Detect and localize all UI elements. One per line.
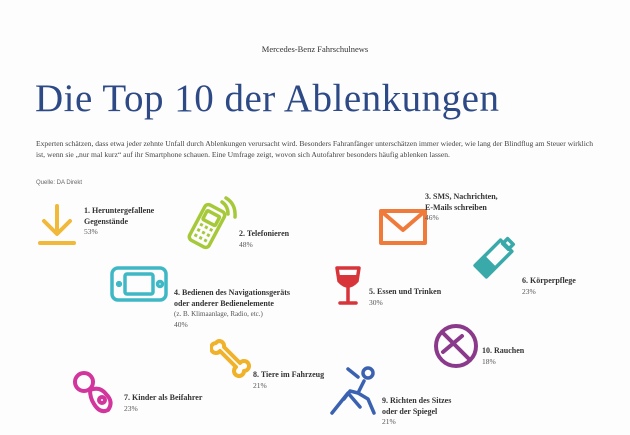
item-label: 7. Kinder als Beifahrer	[124, 393, 203, 402]
wine-glass-icon	[335, 266, 361, 305]
list-item: 6. Körperpflege 23%	[522, 276, 576, 297]
item-label: Gegenstände	[84, 216, 128, 226]
list-item: 3. SMS, Nachrichten, E-Mails schreiben 4…	[425, 192, 498, 224]
item-percent: 18%	[482, 356, 496, 366]
item-label: 9. Richten des Sitzes	[382, 396, 452, 405]
page-title: Die Top 10 der Ablenkungen	[35, 77, 500, 120]
item-label: 1. Heruntergefallene	[84, 206, 155, 215]
item-label: E-Mails schreiben	[425, 202, 487, 212]
item-label: 6. Körperpflege	[522, 276, 576, 285]
item-label: oder der Spiegel	[382, 406, 438, 416]
item-percent: 21%	[253, 380, 267, 390]
envelope-icon	[379, 209, 427, 245]
tube-icon	[473, 236, 516, 279]
item-label: 3. SMS, Nachrichten,	[425, 192, 498, 201]
item-label: 2. Telefonieren	[239, 229, 290, 238]
arrow-down-icon	[38, 204, 76, 245]
item-label: oder anderer Bedienelemente	[174, 298, 274, 308]
mobile-phone-icon	[187, 196, 237, 250]
item-percent: 53%	[84, 227, 98, 236]
item-percent: 23%	[522, 286, 536, 296]
item-percent: 46%	[425, 213, 439, 222]
bone-icon	[210, 339, 251, 378]
no-smoking-icon	[434, 324, 478, 368]
item-percent: 40%	[174, 319, 188, 329]
list-item: 1. Heruntergefallene Gegenstände 53%	[84, 206, 154, 238]
item-label: 10. Rauchen	[482, 346, 525, 355]
item-label: 4. Bedienen des Navigationsgeräts	[174, 288, 290, 297]
item-percent: 48%	[239, 239, 253, 249]
list-item: 8. Tiere im Fahrzeug 21%	[253, 370, 324, 391]
item-label: 8. Tiere im Fahrzeug	[253, 370, 325, 379]
item-percent: 21%	[382, 417, 396, 426]
item-note: (z. B. Klimaanlage, Radio, etc.)	[174, 310, 263, 318]
list-item: 7. Kinder als Beifahrer 23%	[124, 393, 202, 414]
item-percent: 23%	[124, 403, 138, 413]
intro-text: Experten schätzen, dass etwa jeder zehnt…	[36, 139, 594, 159]
item-percent: 30%	[369, 297, 383, 307]
kicker: Mercedes-Benz Fahrschulnews	[261, 44, 369, 54]
list-item: 2. Telefonieren 48%	[239, 229, 289, 250]
source-note: Quelle: DA Direkt	[36, 180, 83, 186]
list-item: 9. Richten des Sitzes oder der Spiegel 2…	[382, 396, 451, 428]
list-item: 10. Rauchen 18%	[482, 346, 524, 367]
item-label: 5. Essen und Trinken	[369, 287, 442, 296]
list-item: 5. Essen und Trinken 30%	[369, 287, 441, 308]
list-item: 4. Bedienen des Navigationsgeräts oder a…	[174, 288, 290, 330]
seat-adjust-icon	[330, 366, 376, 415]
navigation-device-icon	[110, 266, 168, 302]
pacifier-icon	[73, 371, 113, 414]
